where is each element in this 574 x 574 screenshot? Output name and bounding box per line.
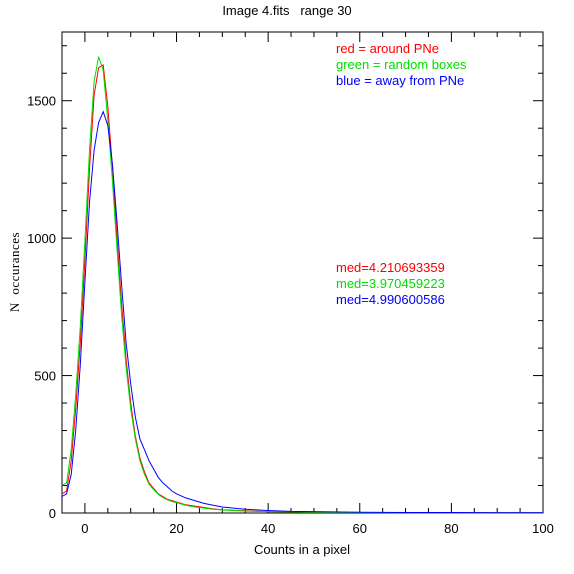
x-tick-label: 80 <box>444 521 458 536</box>
x-tick-label: 20 <box>169 521 183 536</box>
y-tick-label: 1000 <box>27 231 56 246</box>
series-line-0 <box>61 64 543 514</box>
y-tick-label: 0 <box>49 506 56 521</box>
y-tick-label: 1500 <box>27 94 56 109</box>
x-tick-labels: 0 20 40 60 80 100 <box>81 521 554 536</box>
tick-marks <box>61 32 544 514</box>
x-tick-label: 100 <box>532 521 554 536</box>
x-tick-label: 0 <box>81 521 88 536</box>
legend-entry: red = around PNe <box>336 41 439 56</box>
y-tick-labels: 0 500 1000 1500 <box>27 94 56 521</box>
plot-frame <box>61 31 544 514</box>
series-lines <box>61 56 543 514</box>
legend-entry: blue = away from PNe <box>336 73 464 88</box>
series-line-1 <box>61 56 543 514</box>
chart-title: Image 4.fits range 30 <box>222 3 351 18</box>
x-tick-label: 40 <box>261 521 275 536</box>
y-axis-label: N occurances <box>7 232 22 312</box>
median-label: med=3.970459223 <box>336 276 445 291</box>
x-axis-label: Counts in a pixel <box>254 542 350 557</box>
x-tick-label: 60 <box>353 521 367 536</box>
y-tick-label: 500 <box>34 369 56 384</box>
legend-entry: green = random boxes <box>336 57 467 72</box>
median-label: med=4.210693359 <box>336 260 445 275</box>
series-line-2 <box>61 110 543 514</box>
median-annotations: med=4.210693359med=3.970459223med=4.9906… <box>336 260 445 307</box>
median-label: med=4.990600586 <box>336 292 445 307</box>
